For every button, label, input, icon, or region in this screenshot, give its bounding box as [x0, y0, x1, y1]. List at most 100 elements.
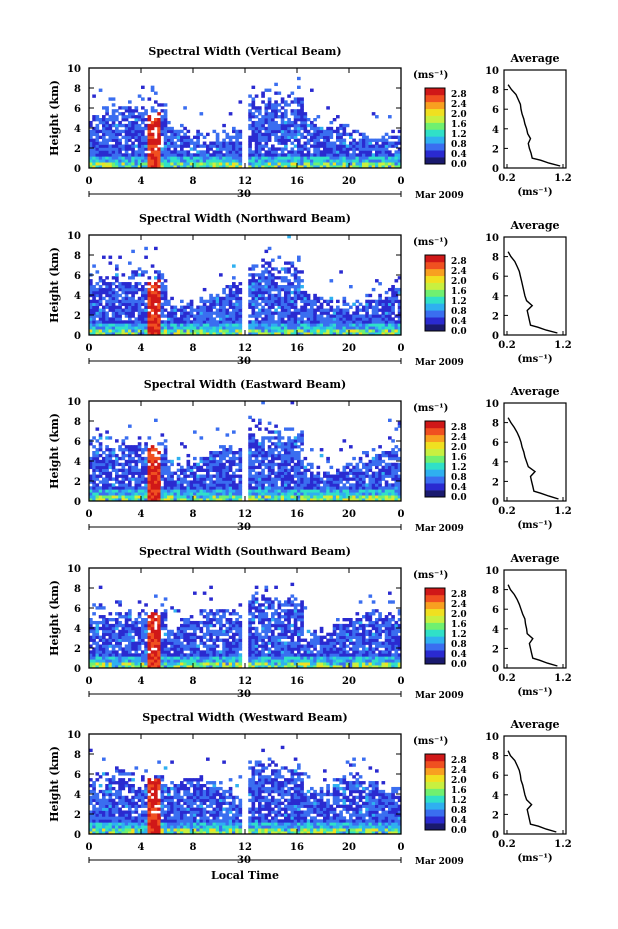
colorbar-tick-label: 0.8 [451, 140, 467, 150]
heatmap-cell [160, 603, 165, 607]
heatmap-cell [251, 453, 256, 458]
colorbar-swatch [425, 448, 445, 456]
heatmap-cell [160, 462, 165, 467]
heatmap-cell [176, 153, 181, 157]
heatmap-cell [297, 165, 301, 169]
heatmap-cell [371, 156, 376, 160]
heatmap-cell [154, 492, 158, 496]
heatmap-cell [248, 453, 252, 458]
heatmap-cell [339, 138, 343, 142]
heatmap-cell [160, 650, 165, 654]
heatmap-cell [186, 314, 191, 318]
heatmap-cell [134, 468, 139, 472]
heatmap-cell [235, 147, 239, 151]
heatmap-cell [397, 159, 402, 163]
heatmap-cell [89, 320, 93, 324]
heatmap-cell [154, 465, 158, 470]
heatmap-cell [141, 641, 145, 645]
heatmap-cell [280, 489, 285, 493]
heatmap-cell [284, 308, 288, 312]
heatmap-cell [102, 495, 106, 499]
heatmap-cell [297, 308, 301, 312]
heatmap-cell [238, 480, 243, 484]
heatmap-cell [222, 332, 226, 336]
heatmap-cell [362, 332, 366, 336]
heatmap-cell [115, 126, 119, 131]
heatmap-cell [121, 135, 126, 139]
heatmap-cell [98, 147, 103, 151]
heatmap-cell [134, 323, 139, 327]
heatmap-cell [258, 156, 262, 160]
heatmap-cell [349, 162, 353, 166]
heatmap-cell [290, 495, 295, 499]
heatmap-cell [375, 308, 379, 312]
heatmap-cell [163, 492, 168, 496]
heatmap-cell [180, 632, 184, 637]
heatmap-cell [212, 483, 217, 487]
heatmap-cell [160, 285, 165, 289]
heatmap-cell [254, 109, 259, 113]
heatmap-cell [163, 448, 168, 452]
heatmap-cell [232, 141, 236, 145]
heatmap-cell [349, 483, 353, 487]
heatmap-cell [297, 153, 301, 157]
heatmap-cell [124, 650, 129, 654]
heatmap-cell [137, 153, 142, 157]
heatmap-cell [147, 305, 152, 309]
heatmap-cell [105, 290, 109, 295]
heatmap-cell [297, 287, 301, 292]
heatmap-cell [293, 112, 298, 116]
heatmap-cell [154, 495, 158, 499]
heatmap-cell [368, 162, 373, 166]
heatmap-cell [173, 647, 178, 651]
heatmap-cell [300, 106, 304, 110]
heatmap-cell [105, 665, 109, 669]
heatmap-cell [111, 314, 116, 318]
heatmap-cell [115, 109, 119, 113]
heatmap-cell [248, 273, 252, 277]
heatmap-cell [92, 489, 96, 493]
heatmap-cell [137, 483, 142, 487]
heatmap-cell [111, 489, 116, 493]
heatmap-cell [297, 290, 301, 295]
heatmap-cell [248, 135, 252, 139]
heatmap-cell [271, 156, 275, 160]
heatmap-cell [303, 477, 308, 481]
heatmap-cell [248, 459, 252, 464]
heatmap-cell [362, 474, 366, 478]
heatmap-cell [345, 147, 350, 151]
heatmap-cell [222, 477, 226, 481]
colorbar-swatch [425, 490, 445, 498]
heatmap-cell [300, 135, 304, 139]
heatmap-cell [336, 156, 340, 160]
heatmap-cell [167, 662, 171, 666]
heatmap-cell [131, 109, 135, 113]
heatmap-cell [105, 477, 109, 481]
heatmap-cell [183, 474, 187, 478]
heatmap-cell [137, 320, 142, 324]
heatmap-cell [95, 126, 100, 131]
heatmap-cell [180, 480, 184, 484]
profile-frame [503, 402, 567, 502]
heatmap-cell [115, 439, 119, 443]
heatmap-cell [310, 317, 314, 321]
heatmap-cell [287, 156, 291, 160]
heatmap-cell [131, 486, 135, 490]
heatmap-cell [355, 144, 360, 148]
heatmap-cell [98, 299, 103, 304]
heatmap-cell [342, 141, 347, 145]
profile-y-tick-label: 10 [485, 233, 499, 244]
heatmap-cell [128, 471, 132, 475]
heatmap-cell [284, 103, 288, 107]
heatmap-cell [316, 132, 321, 137]
heatmap-cell [128, 665, 132, 669]
heatmap-cell [111, 468, 116, 472]
heatmap-cell [362, 465, 366, 470]
colorbar-tick-label: 0.0 [451, 160, 467, 170]
heatmap-cell [391, 302, 395, 306]
heatmap-cell [147, 144, 152, 148]
heatmap-cell [329, 135, 334, 139]
heatmap-cell [108, 650, 113, 654]
heatmap-cell [144, 498, 148, 502]
heatmap-cell [375, 495, 379, 499]
